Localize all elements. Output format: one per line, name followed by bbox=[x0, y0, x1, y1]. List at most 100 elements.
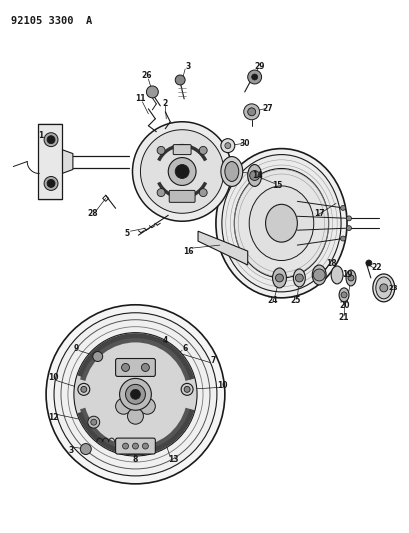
Text: 92105 3300  A: 92105 3300 A bbox=[11, 17, 92, 26]
FancyBboxPatch shape bbox=[38, 124, 62, 199]
FancyBboxPatch shape bbox=[116, 438, 155, 454]
Circle shape bbox=[168, 158, 196, 185]
Polygon shape bbox=[198, 231, 248, 265]
Ellipse shape bbox=[376, 277, 392, 299]
Circle shape bbox=[341, 236, 346, 241]
Circle shape bbox=[47, 136, 55, 144]
Text: 1: 1 bbox=[38, 131, 44, 140]
Circle shape bbox=[74, 333, 197, 456]
Circle shape bbox=[81, 386, 87, 392]
Circle shape bbox=[380, 284, 388, 292]
Ellipse shape bbox=[249, 186, 314, 261]
Circle shape bbox=[295, 274, 303, 282]
Polygon shape bbox=[62, 150, 73, 173]
Text: 7: 7 bbox=[210, 356, 216, 365]
Ellipse shape bbox=[331, 266, 343, 284]
Circle shape bbox=[133, 443, 139, 449]
Circle shape bbox=[181, 383, 193, 395]
Circle shape bbox=[142, 443, 148, 449]
Circle shape bbox=[46, 305, 225, 484]
Ellipse shape bbox=[222, 155, 341, 292]
Circle shape bbox=[341, 292, 347, 298]
Circle shape bbox=[366, 260, 372, 266]
Ellipse shape bbox=[373, 274, 395, 302]
Circle shape bbox=[157, 189, 165, 197]
Text: 3: 3 bbox=[186, 61, 191, 70]
Circle shape bbox=[313, 269, 325, 281]
Circle shape bbox=[44, 133, 58, 147]
Circle shape bbox=[142, 364, 149, 372]
Circle shape bbox=[93, 352, 103, 361]
Text: 14: 14 bbox=[252, 171, 263, 180]
Text: 2: 2 bbox=[163, 99, 168, 108]
Text: 9: 9 bbox=[73, 344, 79, 353]
Circle shape bbox=[128, 408, 144, 424]
Circle shape bbox=[199, 189, 207, 197]
Text: 4: 4 bbox=[163, 336, 168, 345]
Circle shape bbox=[184, 386, 190, 392]
Circle shape bbox=[78, 383, 90, 395]
Circle shape bbox=[248, 70, 262, 84]
Circle shape bbox=[276, 274, 283, 282]
Text: 17: 17 bbox=[314, 209, 324, 218]
Text: 29: 29 bbox=[254, 61, 265, 70]
Circle shape bbox=[249, 171, 260, 181]
Text: 3: 3 bbox=[68, 446, 74, 455]
Circle shape bbox=[119, 378, 151, 410]
Circle shape bbox=[252, 74, 258, 80]
Text: 11: 11 bbox=[135, 94, 146, 103]
Text: 20: 20 bbox=[340, 301, 350, 310]
Text: 30: 30 bbox=[240, 139, 250, 148]
Circle shape bbox=[140, 130, 224, 213]
Text: 18: 18 bbox=[326, 259, 337, 268]
Circle shape bbox=[130, 389, 140, 399]
Ellipse shape bbox=[248, 165, 262, 187]
Ellipse shape bbox=[265, 204, 297, 242]
Text: 28: 28 bbox=[88, 209, 98, 218]
Text: 25: 25 bbox=[290, 296, 301, 305]
Circle shape bbox=[248, 108, 256, 116]
Circle shape bbox=[80, 443, 91, 455]
Circle shape bbox=[225, 143, 231, 149]
Ellipse shape bbox=[225, 161, 239, 181]
Circle shape bbox=[133, 122, 232, 221]
Circle shape bbox=[88, 416, 100, 428]
Circle shape bbox=[346, 216, 351, 221]
Text: 13: 13 bbox=[168, 456, 178, 464]
FancyBboxPatch shape bbox=[116, 359, 155, 376]
Circle shape bbox=[139, 398, 155, 414]
Text: 5: 5 bbox=[125, 229, 130, 238]
Circle shape bbox=[346, 225, 351, 231]
Circle shape bbox=[157, 147, 165, 155]
Circle shape bbox=[121, 364, 130, 372]
FancyBboxPatch shape bbox=[173, 144, 191, 155]
Ellipse shape bbox=[339, 288, 349, 302]
Circle shape bbox=[126, 384, 146, 404]
Circle shape bbox=[341, 205, 346, 211]
Text: 22: 22 bbox=[371, 263, 382, 272]
Circle shape bbox=[199, 147, 207, 155]
Circle shape bbox=[221, 139, 235, 152]
Circle shape bbox=[54, 313, 217, 476]
Text: 27: 27 bbox=[262, 104, 273, 114]
Circle shape bbox=[123, 443, 128, 449]
Text: 12: 12 bbox=[48, 413, 58, 422]
Text: 6: 6 bbox=[182, 344, 188, 353]
Ellipse shape bbox=[216, 149, 347, 298]
Ellipse shape bbox=[234, 168, 329, 278]
Circle shape bbox=[348, 275, 354, 281]
Circle shape bbox=[244, 104, 260, 120]
Text: 23: 23 bbox=[389, 285, 398, 291]
Text: 24: 24 bbox=[267, 296, 278, 305]
Circle shape bbox=[175, 165, 189, 179]
Circle shape bbox=[146, 86, 158, 98]
Text: 19: 19 bbox=[342, 270, 352, 279]
Ellipse shape bbox=[272, 268, 286, 288]
Ellipse shape bbox=[346, 270, 356, 286]
Text: 10: 10 bbox=[48, 373, 58, 382]
Circle shape bbox=[175, 75, 185, 85]
Ellipse shape bbox=[221, 157, 243, 187]
Text: 21: 21 bbox=[339, 313, 349, 322]
Circle shape bbox=[44, 176, 58, 190]
FancyBboxPatch shape bbox=[169, 190, 195, 203]
